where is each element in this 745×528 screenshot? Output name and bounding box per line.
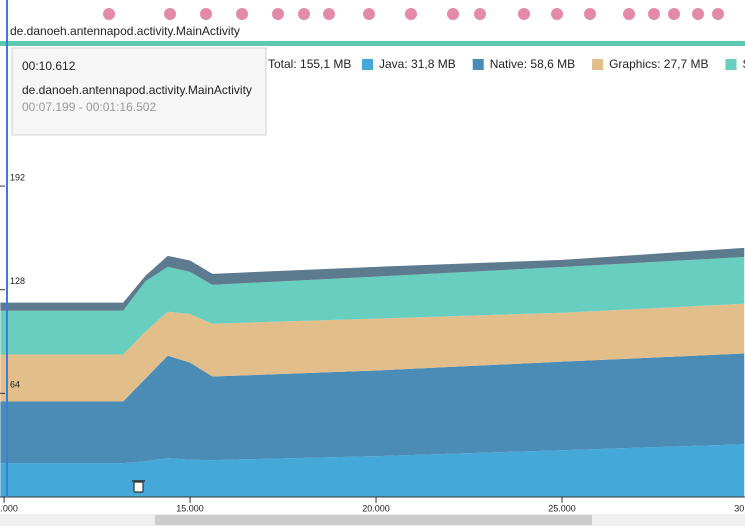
event-dot (447, 8, 459, 20)
tooltip-activity: de.danoeh.antennapod.activity.MainActivi… (22, 83, 252, 97)
tooltip-time: 00:10.612 (22, 59, 76, 73)
area (0, 353, 745, 464)
event-dot (551, 8, 563, 20)
event-dot (584, 8, 596, 20)
area (0, 303, 745, 402)
event-dot (164, 8, 176, 20)
gc-icon[interactable] (132, 480, 145, 493)
area (0, 444, 745, 497)
event-dot (712, 8, 724, 20)
legend-label: Native: 58,6 MB (490, 57, 575, 71)
event-dot (323, 8, 335, 20)
x-tick-label: 25.000 (548, 503, 576, 513)
event-row (30, 8, 724, 45)
plot (0, 247, 745, 497)
activity-bar (0, 41, 745, 46)
event-dot (648, 8, 660, 20)
event-dot (200, 8, 212, 20)
legend-label: Java: 31,8 MB (379, 57, 456, 71)
x-tick-label: 20.000 (362, 503, 390, 513)
area (0, 247, 745, 311)
event-dot (474, 8, 486, 20)
y-tick-label: 128 (10, 276, 25, 286)
legend-swatch (725, 59, 737, 70)
area (0, 256, 745, 355)
event-dot (103, 8, 115, 20)
event-dot (236, 8, 248, 20)
tooltip (11, 47, 267, 136)
legend-swatch (362, 59, 373, 70)
legend-swatch (472, 59, 484, 70)
legend-total: Total: 155,1 MB (268, 57, 351, 71)
legend-label: Graphics: 27,7 MB (609, 57, 708, 71)
event-dot (518, 8, 530, 20)
event-dot (623, 8, 635, 20)
event-dot (298, 8, 310, 20)
axes: 64 128 192 10.000 15.000 20.000 25.000 30.000 (0, 172, 745, 513)
tooltip-range: 00:07.199 - 00:01:16.502 (22, 100, 156, 114)
event-dot (668, 8, 680, 20)
y-tick-label: 192 (10, 172, 25, 182)
scrollbar[interactable] (155, 515, 592, 525)
event-dot (692, 8, 704, 20)
x-tick-label: 15.000 (176, 503, 204, 513)
x-tick-label: 10.000 (0, 503, 18, 513)
legend: Total: 155,1 MB Java: 31,8 MB Native: 58,6… (268, 57, 745, 71)
y-tick-label: 64 (10, 380, 20, 390)
event-dot (272, 8, 284, 20)
event-dot (363, 8, 375, 20)
activity-label: de.danoeh.antennapod.activity.MainActivi… (10, 24, 240, 38)
event-dot (405, 8, 417, 20)
legend-label: Stack (742, 57, 745, 71)
legend-swatch (592, 59, 604, 70)
x-tick-label: 30.000 (734, 503, 745, 513)
